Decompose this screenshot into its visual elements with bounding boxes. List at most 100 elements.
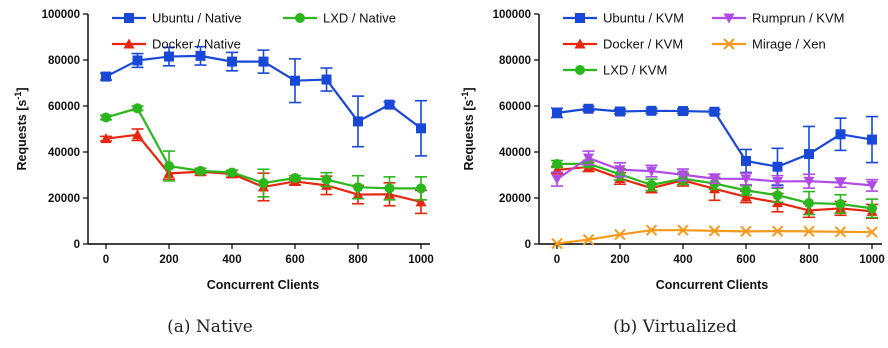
y-tick-label: 100000 [42, 9, 80, 21]
series-rumprun-kvm [551, 150, 878, 192]
x-tick-label: 1000 [408, 254, 434, 266]
legend-item-rumprun-kvm: Rumprun / KVM [712, 11, 844, 26]
data-point [551, 174, 563, 185]
data-point [646, 179, 657, 190]
legend-label: Ubuntu / KVM [603, 11, 684, 26]
data-point [866, 180, 878, 191]
data-point [227, 56, 237, 67]
data-point [803, 176, 815, 187]
legend-label: LXD / Native [323, 11, 396, 26]
legend-marker [723, 13, 735, 24]
data-point [384, 99, 395, 110]
data-point [804, 149, 814, 160]
data-point [709, 174, 720, 185]
data-point [101, 71, 111, 82]
x-tick-label: 1000 [859, 254, 885, 266]
plot-axes [87, 14, 430, 245]
data-point [803, 225, 815, 238]
data-point [772, 176, 783, 187]
data-point [132, 103, 143, 114]
data-point-stroke [708, 225, 721, 237]
legend-item-lxd-kvm: LXD / KVM [563, 63, 667, 78]
ticks: 0 20000 40000 60000 80000 100000 0 200 400 600 800… [42, 9, 434, 266]
panel-virtualized: 0 20000 40000 60000 80000 100000 0 200 400 600 800… [460, 9, 885, 337]
x-tick-label: 800 [348, 254, 367, 266]
data-point [835, 129, 846, 140]
legend-label: Docker / KVM [603, 37, 683, 52]
legend-item-mirage-xen: Mirage / Xen [712, 37, 826, 52]
data-point [708, 225, 721, 237]
legend-marker-stroke [723, 38, 735, 50]
data-point [384, 183, 395, 194]
data-point [416, 123, 426, 134]
legend-marker [295, 13, 305, 23]
data-point [582, 233, 595, 246]
x-tick-label: 0 [554, 254, 560, 266]
caption-a: (a) Native [167, 317, 253, 337]
legend-marker [575, 65, 585, 75]
series-layer [551, 103, 878, 250]
x-tick-label: 0 [103, 254, 109, 266]
legend: Ubuntu / KVM Docker / KVM LXD / KVM Rumprun… [563, 11, 844, 78]
data-point [678, 106, 688, 117]
series-line-ubuntu-kvm [556, 107, 873, 168]
caption-b: (b) Virtualized [613, 317, 737, 337]
x-tick-label: 600 [736, 254, 755, 266]
series-layer [100, 45, 427, 215]
data-point [321, 74, 332, 85]
data-point [583, 153, 594, 164]
data-point [132, 55, 143, 66]
data-point [164, 161, 174, 172]
x-tick-label: 200 [610, 254, 629, 266]
data-point [741, 155, 751, 166]
data-point-stroke [866, 226, 878, 238]
data-point [615, 106, 625, 117]
data-point [258, 178, 269, 189]
legend-item-lxd-native: LXD / Native [283, 11, 396, 26]
data-point-stroke [614, 228, 626, 241]
data-point [677, 170, 689, 181]
legend-marker [575, 13, 585, 23]
legend-marker [123, 38, 135, 49]
data-point [867, 203, 877, 214]
legend-marker [723, 38, 735, 50]
y-tick-label: 20000 [48, 193, 80, 205]
data-point [835, 178, 846, 189]
data-point-stroke [740, 225, 752, 238]
y-tick-label: 0 [525, 239, 531, 251]
legend-marker [574, 38, 586, 49]
data-point [867, 134, 877, 145]
data-point [415, 196, 427, 207]
data-point [771, 225, 784, 237]
series-ubuntu-native [100, 45, 427, 157]
data-point [227, 167, 237, 178]
data-point [195, 165, 206, 176]
y-tick-label: 20000 [499, 193, 531, 205]
data-point [195, 50, 206, 61]
data-point [290, 75, 300, 86]
data-point [835, 198, 846, 209]
y-tick-label: 0 [74, 239, 80, 251]
data-point [416, 183, 426, 194]
data-point [646, 105, 657, 116]
data-point [772, 161, 783, 172]
data-point-stroke [582, 233, 595, 246]
legend-label: Mirage / Xen [752, 37, 826, 52]
data-point [164, 51, 174, 62]
data-point [132, 129, 143, 140]
legend-item-ubuntu-kvm: Ubuntu / KVM [563, 11, 684, 26]
data-point [772, 190, 783, 201]
series-ubuntu-kvm [551, 103, 878, 186]
data-point [552, 107, 562, 118]
data-point [614, 228, 626, 241]
y-axis-label: Requests [s-1] [13, 87, 29, 170]
data-point [677, 224, 689, 236]
x-axis-label: Concurrent Clients [207, 278, 320, 292]
ticks: 0 20000 40000 60000 80000 100000 0 200 400 600 800… [493, 9, 885, 266]
data-point [740, 191, 752, 202]
data-point [709, 106, 720, 117]
legend-item-docker-kvm: Docker / KVM [563, 37, 683, 52]
data-point-stroke [771, 225, 784, 237]
x-tick-label: 400 [222, 254, 241, 266]
